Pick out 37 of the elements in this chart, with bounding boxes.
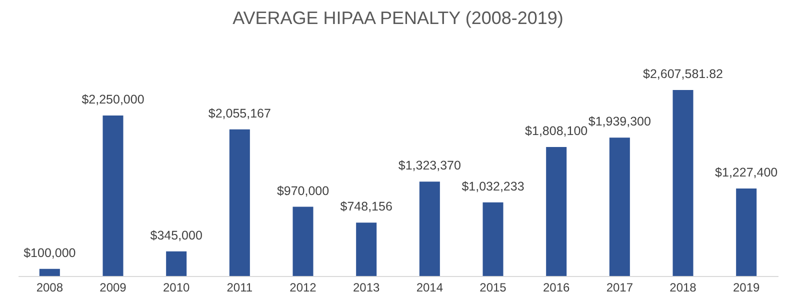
x-tick-label: 2012 xyxy=(290,280,317,294)
bar xyxy=(356,222,377,276)
data-label: $2,250,000 xyxy=(82,92,144,107)
bar xyxy=(166,251,187,276)
bar xyxy=(102,116,124,276)
x-tick-label: 2013 xyxy=(352,280,380,294)
bar xyxy=(672,90,694,276)
data-label: $345,000 xyxy=(150,228,202,242)
x-tick-label: 2010 xyxy=(162,280,190,294)
data-label: $1,808,100 xyxy=(525,124,588,138)
x-tick-label: 2011 xyxy=(226,280,253,294)
bar xyxy=(546,147,567,276)
x-tick-label: 2008 xyxy=(36,280,64,294)
data-label: $2,607,581.82 xyxy=(643,67,724,81)
bar xyxy=(736,188,757,276)
x-tick-label: 2015 xyxy=(480,280,507,294)
x-tick-label: 2017 xyxy=(606,280,634,294)
data-label: $100,000 xyxy=(24,246,76,260)
x-tick-label: 2019 xyxy=(732,280,760,294)
bar xyxy=(482,202,504,276)
bar xyxy=(292,206,314,276)
data-label: $1,939,300 xyxy=(588,114,651,129)
data-label: $1,227,400 xyxy=(715,165,778,180)
data-label: $970,000 xyxy=(276,184,330,198)
bar xyxy=(229,129,250,276)
x-tick-label: 2014 xyxy=(416,280,444,294)
bar xyxy=(39,268,60,276)
data-label: $2,055,167 xyxy=(208,106,271,120)
data-label: $748,156 xyxy=(340,200,392,214)
x-tick-label: 2016 xyxy=(542,280,570,294)
x-tick-label: 2018 xyxy=(670,280,697,294)
bar xyxy=(609,138,630,276)
bar xyxy=(419,182,440,276)
chart-title: AVERAGE HIPAA PENALTY (2008-2019) xyxy=(232,8,564,28)
data-label: $1,032,233 xyxy=(462,179,524,194)
x-tick-label: 2009 xyxy=(100,280,127,294)
data-label: $1,323,370 xyxy=(398,158,461,173)
